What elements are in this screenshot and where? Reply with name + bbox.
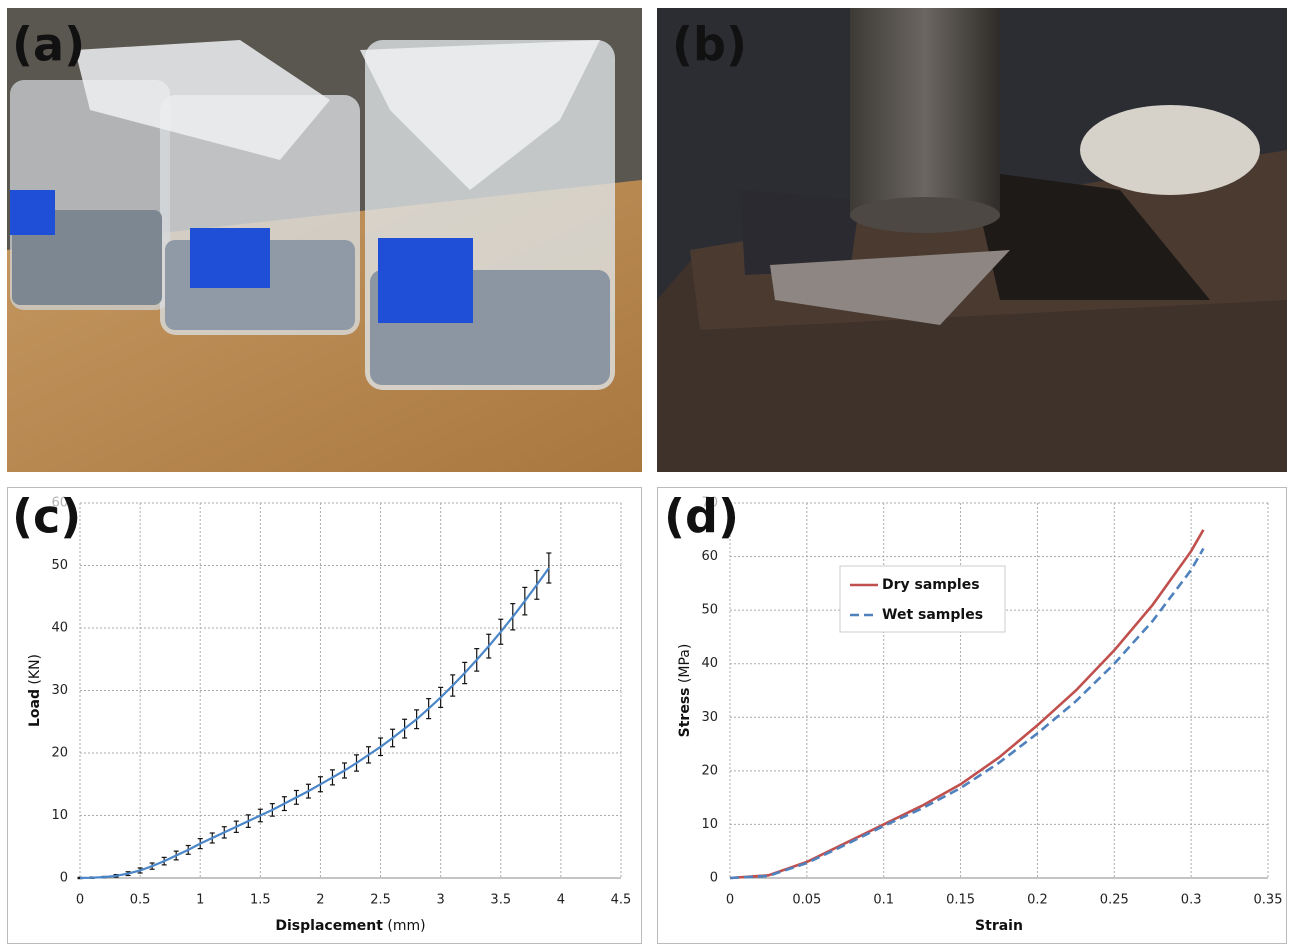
x-axis-label: Strain xyxy=(975,918,1023,934)
x-tick-label: 0 xyxy=(76,893,84,908)
x-tick-label: 0.15 xyxy=(946,893,975,908)
y-axis-title: Stress xyxy=(677,688,693,738)
y-tick-label: 50 xyxy=(701,603,718,618)
y-tick-label: 40 xyxy=(51,621,68,636)
x-tick-label: 0.25 xyxy=(1100,893,1129,908)
y-tick-label: 0 xyxy=(60,871,68,886)
x-tick-label: 0 xyxy=(726,893,734,908)
y-axis-label: Stress (MPa) xyxy=(677,644,693,738)
x-tick-label: 3.5 xyxy=(490,893,511,908)
photo-b xyxy=(657,8,1287,472)
chart-frame xyxy=(8,488,642,944)
x-axis-title: Strain xyxy=(975,918,1023,934)
x-tick-label: 0.1 xyxy=(873,893,894,908)
legend-label: Dry samples xyxy=(882,577,980,593)
y-tick-label: 10 xyxy=(701,817,718,832)
x-tick-label: 1 xyxy=(196,893,204,908)
x-tick-label: 0.05 xyxy=(792,893,821,908)
photo-a xyxy=(7,8,642,472)
legend-label: Wet samples xyxy=(882,607,983,623)
x-tick-label: 3 xyxy=(437,893,445,908)
y-tick-label: 20 xyxy=(701,763,718,778)
x-tick-label: 1.5 xyxy=(250,893,271,908)
y-tick-label: 0 xyxy=(710,871,718,886)
y-tick-label: 50 xyxy=(51,558,68,573)
x-tick-label: 0.2 xyxy=(1027,893,1048,908)
y-axis-label: Load (KN) xyxy=(27,654,43,727)
y-tick-label: 20 xyxy=(51,746,68,761)
x-tick-label: 2.5 xyxy=(370,893,391,908)
y-axis-title: Load xyxy=(27,689,43,727)
y-tick-label: 40 xyxy=(701,656,718,671)
y-tick-label: 30 xyxy=(701,710,718,725)
x-tick-label: 2 xyxy=(316,893,324,908)
x-tick-label: 4.5 xyxy=(611,893,632,908)
x-tick-label: 0.35 xyxy=(1254,893,1283,908)
y-tick-label: 30 xyxy=(51,683,68,698)
x-axis-label: Displacement (mm) xyxy=(275,918,425,934)
y-tick-label: 10 xyxy=(51,808,68,823)
panel-label: (b) xyxy=(672,18,747,72)
panel-label: (c) xyxy=(12,490,81,544)
y-tick-label: 60 xyxy=(701,549,718,564)
x-axis-unit: (mm) xyxy=(387,918,425,934)
chart-frame xyxy=(658,488,1287,944)
x-tick-label: 4 xyxy=(557,893,565,908)
y-axis-unit: (MPa) xyxy=(677,644,693,683)
x-axis-title: Displacement xyxy=(275,918,383,934)
y-axis-unit: (KN) xyxy=(27,654,43,685)
panel-label: (d) xyxy=(664,490,739,544)
x-tick-label: 0.5 xyxy=(130,893,151,908)
panel-label: (a) xyxy=(12,18,85,72)
figure: (a) (b) 0 10 20 30 40 50 60 0 0.5 1 1.5 2 2.5 3 3.5 4 4.… xyxy=(0,0,1290,944)
x-tick-label: 0.3 xyxy=(1181,893,1202,908)
